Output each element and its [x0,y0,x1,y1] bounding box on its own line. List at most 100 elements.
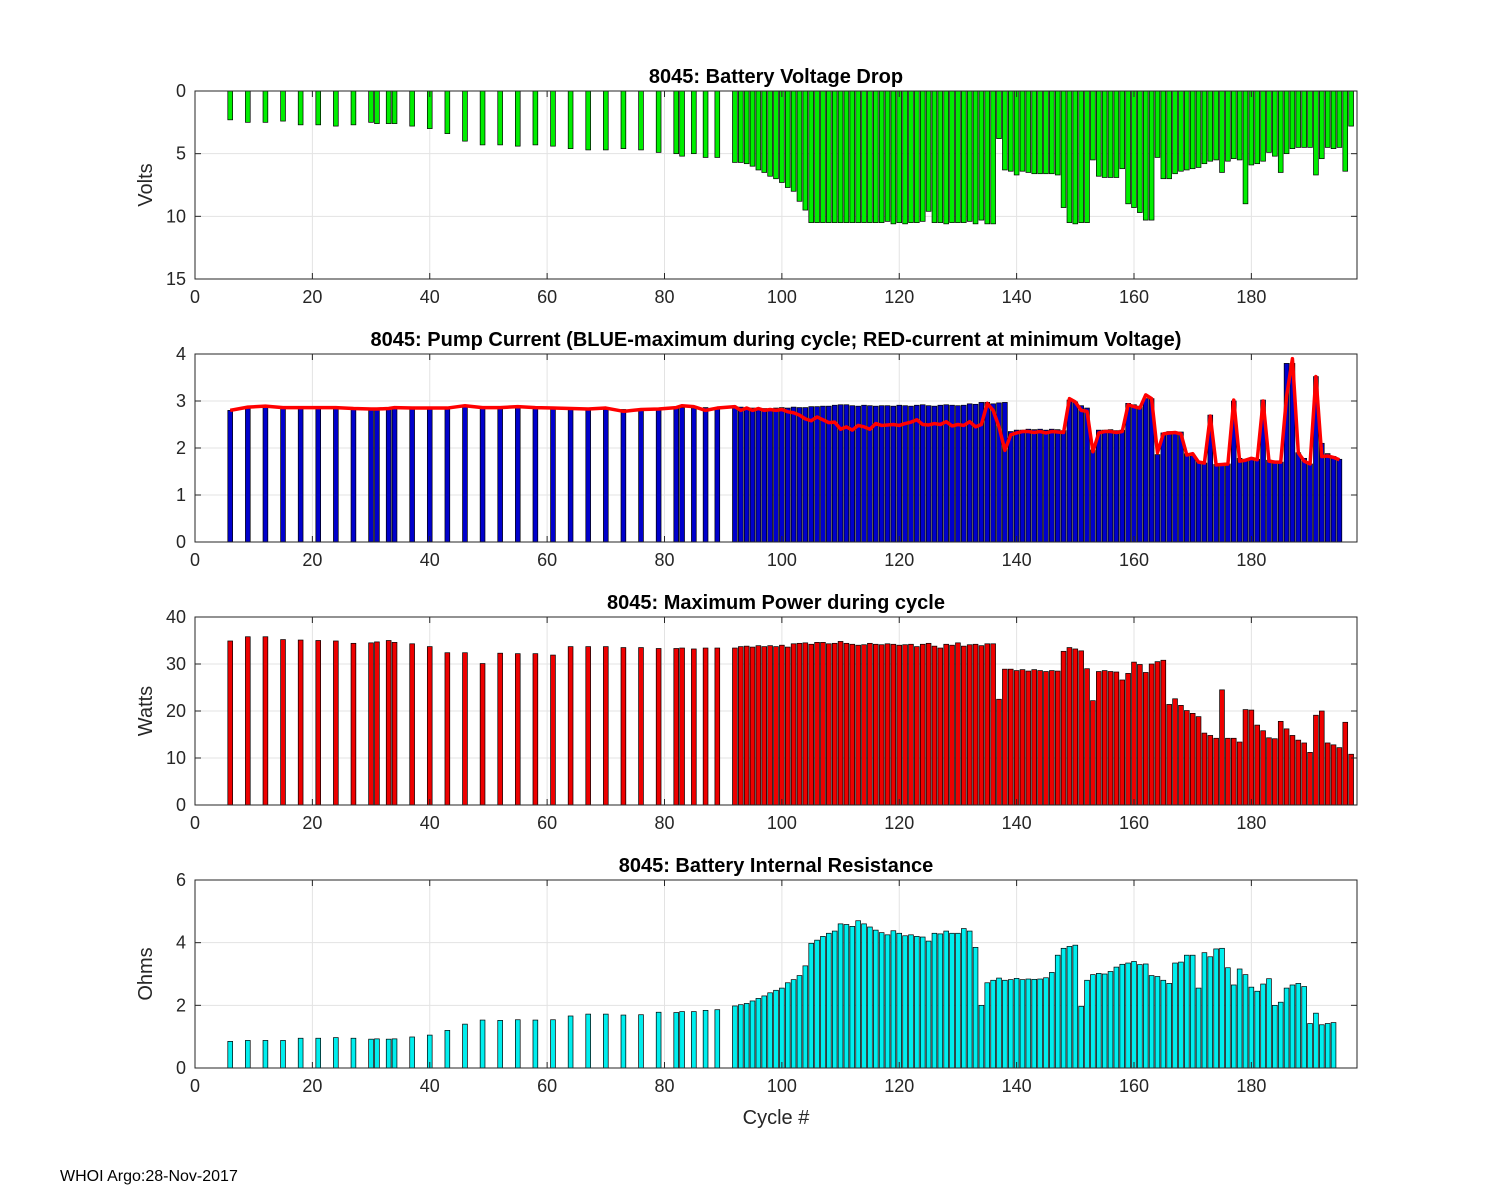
bar [867,90,873,223]
bar [1113,90,1120,178]
bar [1289,984,1296,1069]
bar [855,644,861,806]
bar [802,407,809,543]
bar [831,930,838,1069]
bar [462,652,468,806]
bar [1213,90,1219,161]
bar [1125,962,1131,1069]
bar [1236,457,1243,543]
bar [814,90,820,223]
bar [702,90,709,158]
bar [1031,669,1037,806]
bar [426,646,433,806]
bar [374,641,380,806]
y-tick-label: 1 [176,485,186,505]
bar [978,645,985,806]
bar [1060,947,1067,1069]
bar [779,90,785,183]
bar [831,642,838,806]
y-tick-label: 0 [176,532,186,552]
bar [966,90,973,222]
bar [585,1013,591,1069]
bar [1248,986,1255,1069]
bar [990,403,996,543]
bar [1184,710,1190,806]
bar [1207,956,1214,1069]
bar [1160,432,1167,543]
bar [638,647,644,806]
bar [714,407,721,543]
bar [943,643,949,806]
bar [391,1038,398,1069]
bar [1054,954,1061,1069]
bar [620,409,627,543]
bar [1007,979,1014,1069]
bar [1277,720,1284,806]
bar [1013,429,1020,543]
bar [826,643,832,806]
bar [796,642,803,806]
bar [925,642,932,806]
bar [1101,973,1108,1069]
bar [1301,90,1307,148]
bar [1277,90,1284,173]
bar [1301,457,1307,543]
bar [961,928,967,1069]
y-tick-label: 20 [166,701,186,721]
bar [333,407,339,543]
bar [315,90,321,126]
bar [1172,962,1178,1069]
bar [1213,737,1219,806]
bar [820,936,826,1069]
bar [984,402,991,543]
bar [1154,661,1161,806]
bar [1007,668,1014,806]
bar [990,979,996,1069]
bar [849,90,856,223]
bar [878,932,885,1069]
bar [1307,752,1313,806]
bar [1295,90,1302,148]
bar [820,642,826,806]
bar [1336,90,1343,148]
y-tick-label: 0 [176,1058,186,1078]
bar [1313,1012,1319,1069]
bar [732,90,738,163]
bar [655,90,662,153]
y-tick-label: 10 [166,748,186,768]
bar [385,90,392,124]
bar [227,1041,233,1069]
bar [1101,429,1108,543]
bar [1119,90,1126,170]
bar [603,646,609,806]
bar [843,642,850,806]
bar [1137,664,1143,806]
bar [497,90,503,146]
bar [262,406,269,543]
bar [808,942,814,1069]
bar [1131,661,1137,806]
bar [1166,983,1172,1069]
bar [462,1023,468,1069]
bar [784,90,791,188]
x-tick-label: 40 [420,1076,440,1096]
bar [333,640,339,806]
bar [550,1019,556,1069]
bar [638,90,644,151]
bar [227,640,233,806]
x-tick-label: 80 [654,287,674,307]
bar [1037,428,1043,543]
bar [245,1040,251,1069]
bar [1043,977,1049,1069]
bar [902,405,908,543]
bar [1236,968,1243,1069]
bar [931,90,938,223]
bar [1213,948,1219,1069]
bar [996,698,1002,806]
bar [1236,741,1243,806]
bar [849,926,856,1069]
bar [1219,689,1225,806]
bar [1201,732,1208,806]
bar [802,965,809,1069]
bar [1025,670,1032,806]
